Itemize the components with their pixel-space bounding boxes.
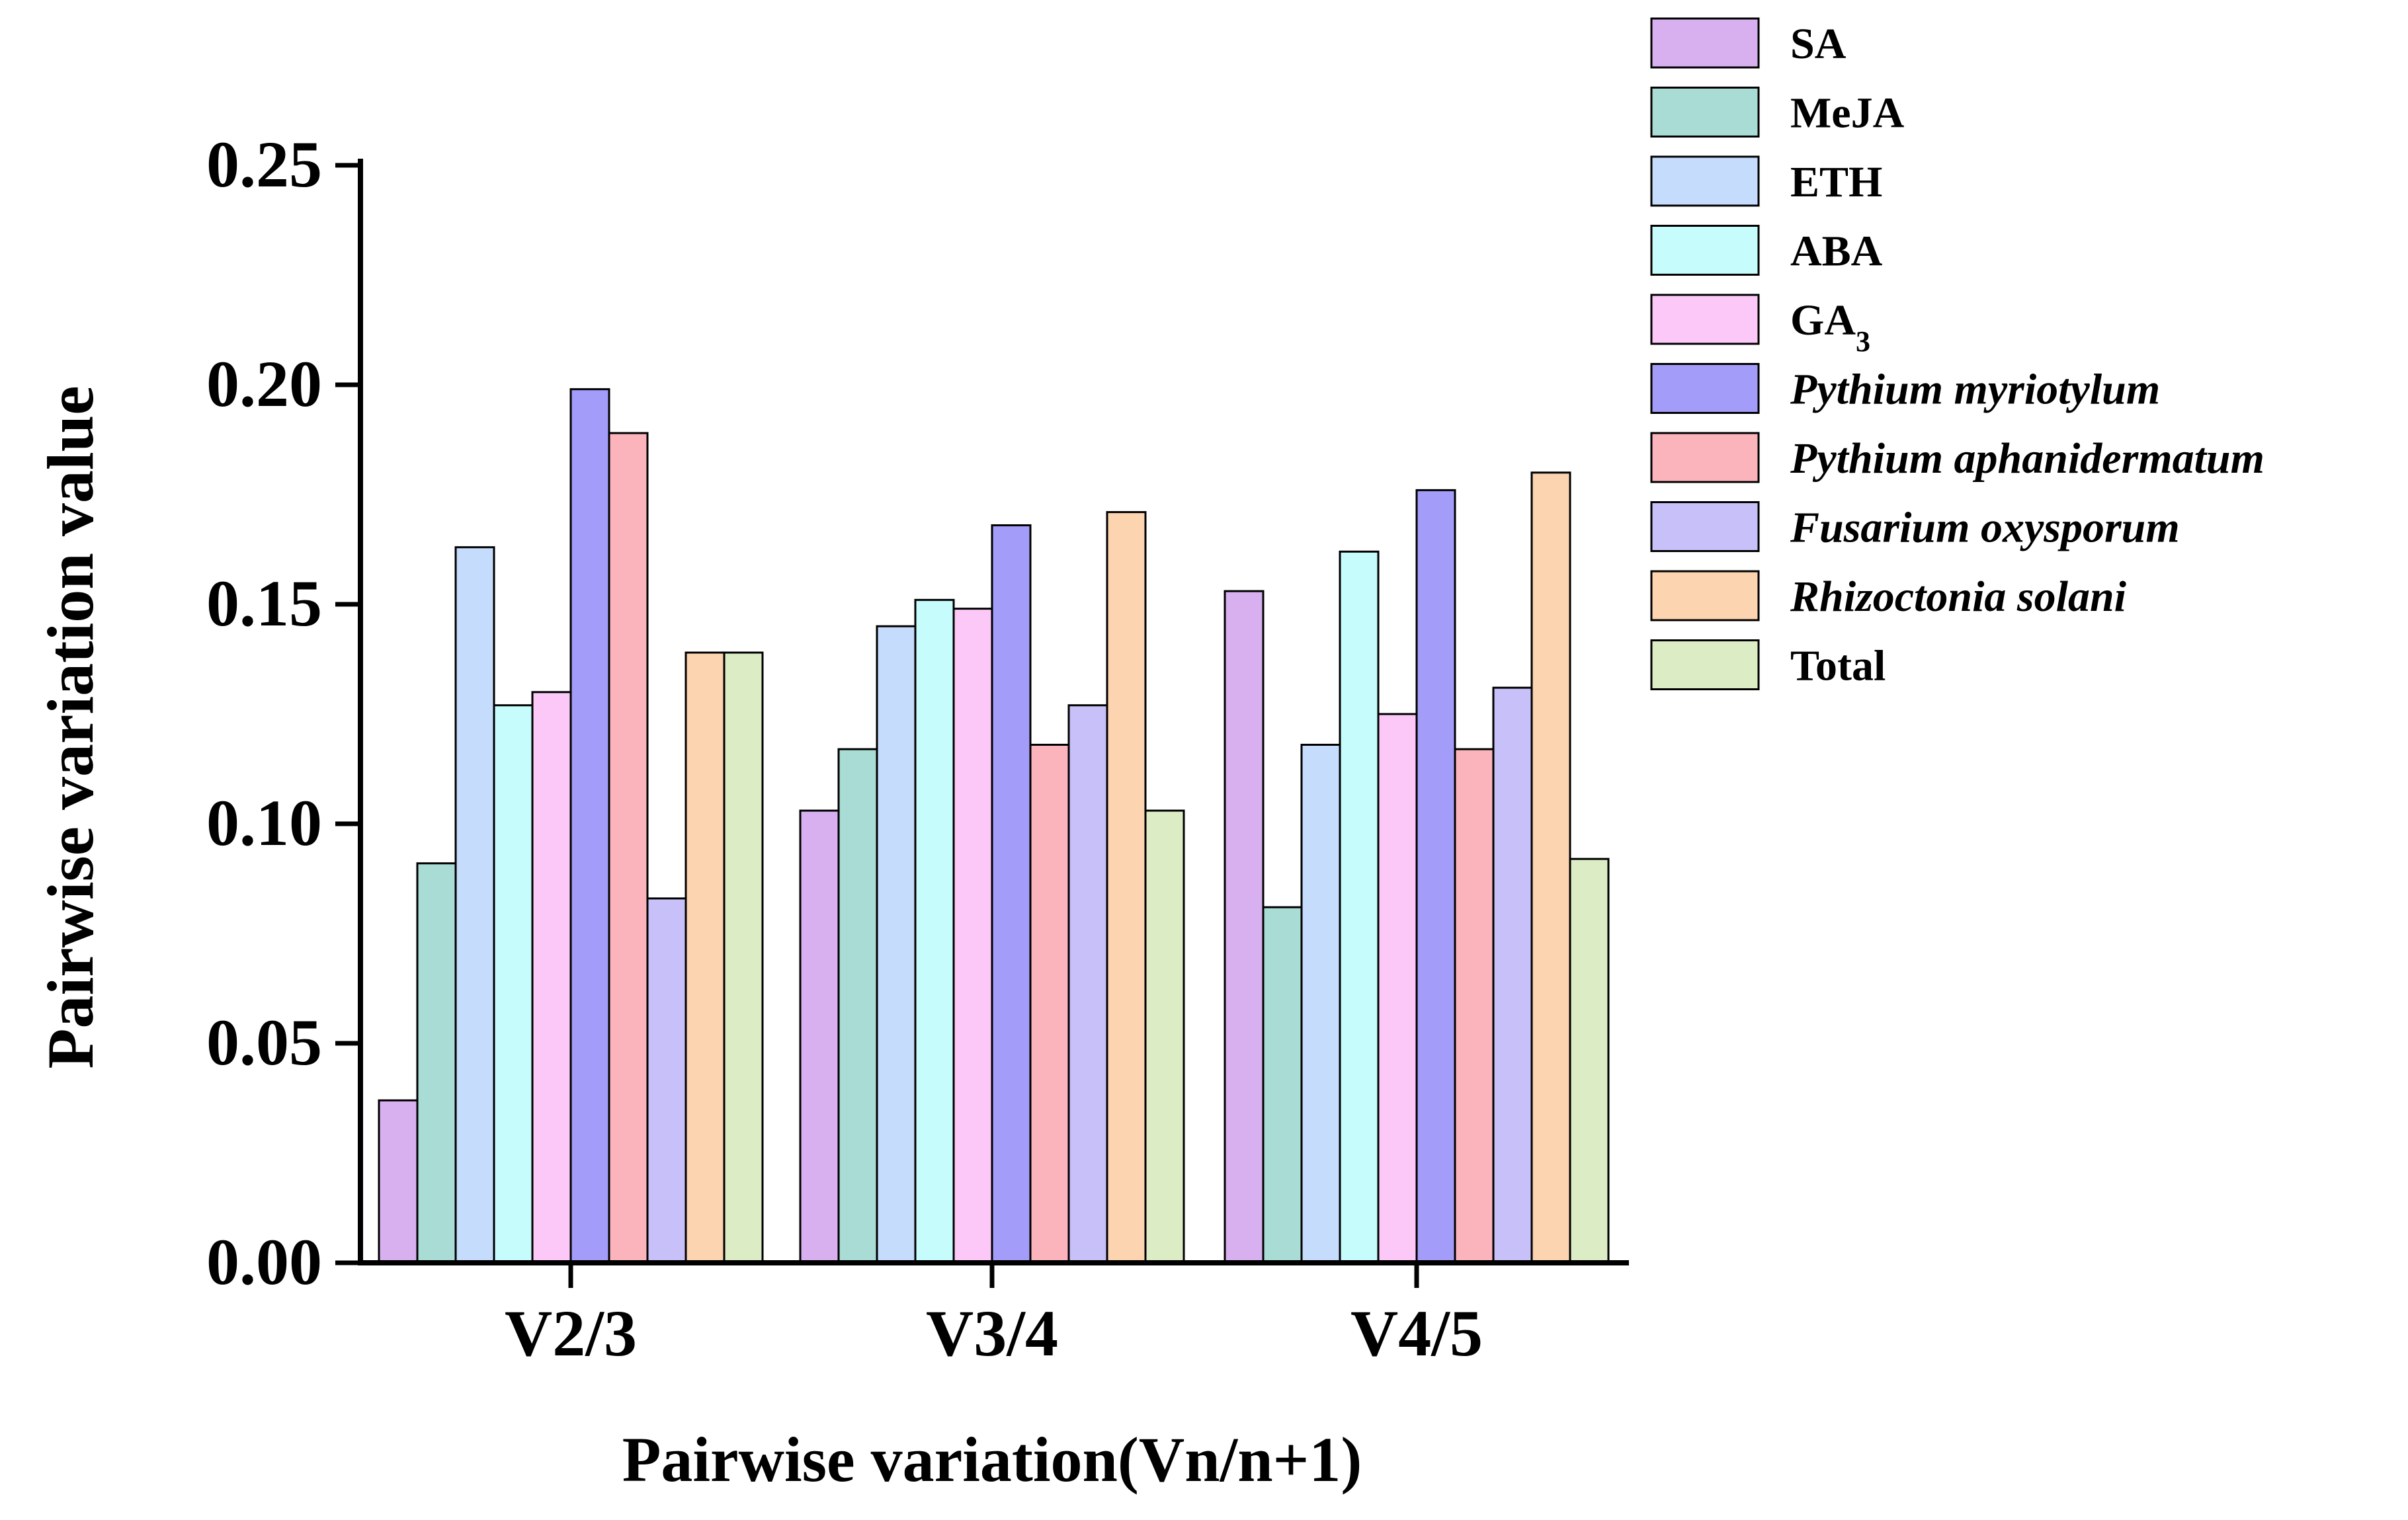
legend-swatch-sa [1650, 17, 1760, 69]
y-tick-label: 0.10 [206, 786, 322, 860]
y-axis-label: Pairwise variation value [34, 385, 107, 1068]
bar-rhizoctonia-solani-v2-3 [685, 651, 726, 1264]
bar-total-v2-3 [723, 651, 764, 1264]
bar-aba-v3-4 [914, 598, 955, 1264]
bar-ga3-v3-4 [952, 608, 993, 1264]
bar-fusarium-oxysporum-v3-4 [1067, 704, 1108, 1264]
bar-pythium-aphanidermatum-v2-3 [608, 432, 649, 1264]
bar-ga3-v2-3 [531, 691, 572, 1264]
bar-fusarium-oxysporum-v2-3 [646, 897, 687, 1264]
bar-rhizoctonia-solani-v4-5 [1530, 471, 1571, 1264]
legend-swatch-pythium-aphanidermatum [1650, 432, 1760, 483]
bar-aba-v2-3 [493, 704, 534, 1264]
y-tick-label: 0.00 [206, 1225, 322, 1299]
legend-label-pythium-myriotylum: Pythium myriotylum [1790, 366, 2160, 414]
bars-layer [378, 388, 1610, 1264]
bar-pythium-myriotylum-v3-4 [991, 524, 1032, 1264]
bar-pythium-aphanidermatum-v3-4 [1029, 743, 1070, 1264]
legend-swatch-aba [1650, 225, 1760, 276]
legend-label-fusarium-oxysporum: Fusarium oxysporum [1790, 504, 2180, 552]
legend-label-meja: MeJA [1790, 89, 1905, 138]
legend-label-pythium-aphanidermatum: Pythium aphanidermatum [1790, 434, 2264, 483]
bar-rhizoctonia-solani-v3-4 [1106, 511, 1147, 1264]
x-tick-label-v2-3: V2/3 [505, 1297, 637, 1370]
x-tick-label-v3-4: V3/4 [926, 1297, 1058, 1370]
bar-pythium-myriotylum-v4-5 [1415, 489, 1456, 1264]
bar-fusarium-oxysporum-v4-5 [1492, 686, 1533, 1264]
bar-sa-v4-5 [1224, 590, 1265, 1264]
bar-eth-v3-4 [876, 625, 917, 1264]
x-ticks: V2/3 V3/4 V4/5 [505, 1263, 1483, 1370]
bar-meja-v3-4 [837, 748, 878, 1264]
legend-swatch-rhizoctonia-solani [1650, 570, 1760, 621]
legend-label-total: Total [1790, 642, 1886, 690]
bar-pythium-aphanidermatum-v4-5 [1454, 748, 1495, 1264]
bar-total-v3-4 [1144, 809, 1185, 1264]
bar-eth-v4-5 [1300, 743, 1341, 1264]
legend-swatch-total [1650, 639, 1760, 690]
x-axis-label: Pairwise variation(Vn/n+1) [622, 1424, 1362, 1495]
bar-total-v4-5 [1569, 858, 1610, 1264]
legend-swatch-meja [1650, 87, 1760, 138]
bar-sa-v2-3 [378, 1099, 419, 1264]
bar-sa-v3-4 [799, 809, 840, 1264]
legend: SA MeJA ETH ABA GA3 Pythium myriotylum Pythium… [1650, 17, 2264, 690]
y-tick-label: 0.20 [206, 347, 322, 420]
bar-meja-v4-5 [1262, 906, 1303, 1264]
legend-label-ga3: GA3 [1790, 296, 1870, 358]
legend-label-rhizoctonia-solani: Rhizoctonia solani [1790, 573, 2127, 621]
bar-pythium-myriotylum-v2-3 [569, 388, 610, 1264]
bar-aba-v4-5 [1339, 550, 1380, 1264]
x-tick-label-v4-5: V4/5 [1350, 1297, 1483, 1370]
y-tick-label: 0.15 [206, 567, 322, 640]
legend-swatch-pythium-myriotylum [1650, 363, 1760, 414]
legend-swatch-eth [1650, 155, 1760, 207]
legend-label-sa: SA [1790, 20, 1847, 68]
legend-swatch-fusarium-oxysporum [1650, 501, 1760, 552]
bar-ga3-v4-5 [1377, 713, 1418, 1264]
y-tick-label: 0.25 [206, 128, 322, 201]
y-tick-label: 0.05 [206, 1006, 322, 1079]
bar-eth-v2-3 [454, 546, 495, 1264]
bar-meja-v2-3 [416, 862, 457, 1264]
legend-label-aba: ABA [1790, 227, 1883, 276]
legend-label-eth: ETH [1790, 158, 1882, 206]
y-ticks: 0.00 0.05 0.10 0.15 0.20 0.25 [206, 128, 360, 1299]
legend-swatch-ga3 [1650, 294, 1760, 345]
